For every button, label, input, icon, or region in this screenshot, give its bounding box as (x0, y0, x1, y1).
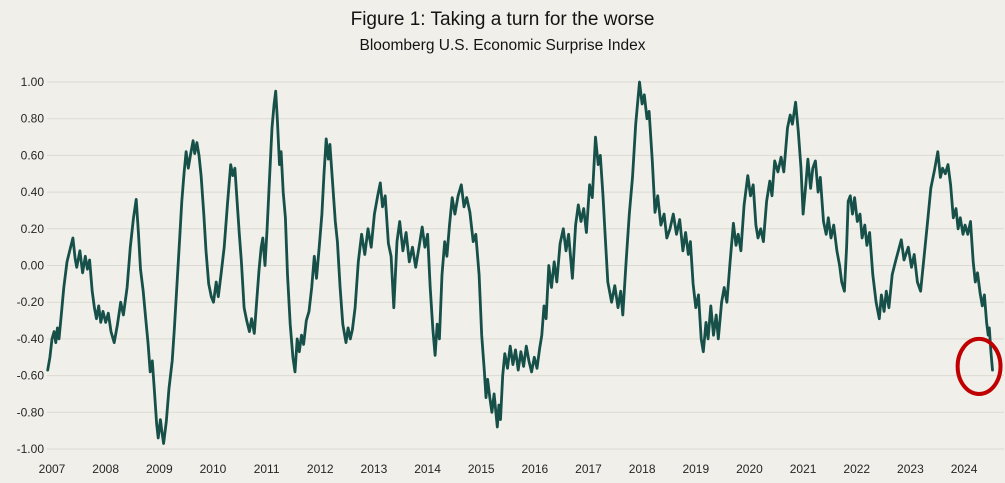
chart-title: Figure 1: Taking a turn for the worse (350, 9, 655, 30)
y-axis-tick-label: -0.60 (17, 369, 45, 383)
x-axis-tick-label: 2016 (521, 462, 548, 476)
x-axis-tick-label: 2019 (682, 462, 709, 476)
y-axis-tick-label: -1.00 (17, 442, 45, 456)
x-axis-tick-label: 2009 (146, 462, 173, 476)
x-axis-tick-label: 2012 (307, 462, 334, 476)
chart-subtitle: Bloomberg U.S. Economic Surprise Index (359, 37, 646, 54)
x-axis-tick-label: 2020 (736, 462, 763, 476)
surprise-index-line (46, 80, 994, 445)
x-axis-tick-label: 2011 (254, 462, 280, 476)
y-axis-tick-label: 0.60 (21, 148, 45, 162)
x-axis-tick-label: 2013 (361, 462, 388, 476)
x-axis-tick-label: 2017 (575, 462, 602, 476)
x-axis-tick-label: 2008 (92, 462, 119, 476)
x-axis-tick-label: 2022 (843, 462, 870, 476)
y-axis-tick-label: -0.20 (17, 295, 45, 309)
y-axis-tick-label: 0.80 (21, 112, 45, 126)
y-axis-tick-label: 1.00 (21, 75, 45, 89)
x-axis-tick-label: 2007 (39, 462, 66, 476)
y-axis-tick-label: -0.40 (17, 332, 45, 346)
x-axis-tick-label: 2014 (414, 462, 441, 476)
y-axis-tick-label: 0.40 (21, 185, 45, 199)
x-axis-tick-label: 2015 (468, 462, 495, 476)
y-axis-tick-label: 0.00 (21, 259, 45, 273)
y-axis-tick-label: -0.80 (17, 405, 45, 419)
x-axis-tick-label: 2023 (897, 462, 924, 476)
x-axis-tick-label: 2018 (629, 462, 656, 476)
y-axis-tick-label: 0.20 (21, 222, 45, 236)
x-axis-tick-label: 2010 (200, 462, 227, 476)
x-axis-tick-label: 2024 (951, 462, 978, 476)
x-axis-tick-label: 2021 (790, 462, 817, 476)
highlight-circle-annotation (955, 336, 1003, 396)
